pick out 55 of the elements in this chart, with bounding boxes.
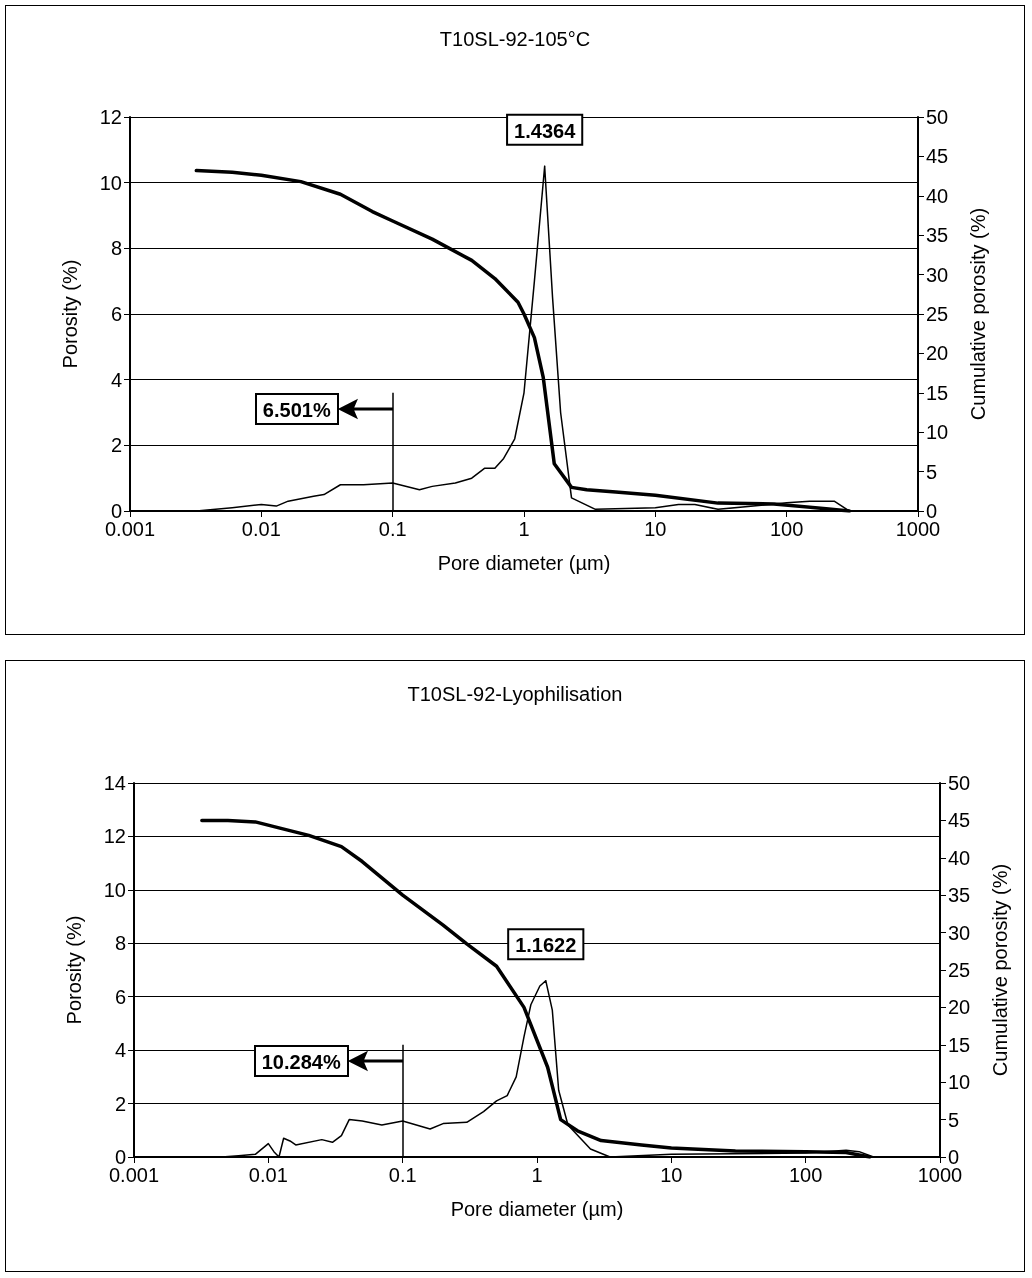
x-tick-label: 0.01 (248, 1164, 288, 1186)
x-tick-label: 100 (788, 1164, 823, 1186)
y-tick-label: 10 (103, 878, 126, 901)
x-axis-title: Pore diameter (µm) (437, 552, 611, 574)
y2-tick-label: 15 (926, 381, 949, 404)
y2-tick-label: 35 (926, 224, 949, 247)
y-tick-label: 12 (99, 106, 122, 128)
y-tick-label: 4 (114, 1039, 126, 1062)
y2-tick-label: 35 (948, 884, 971, 907)
y2-tick-label: 25 (926, 303, 949, 325)
y-axis-title: Porosity (%) (59, 259, 81, 369)
x-tick-label: 100 (769, 518, 804, 540)
x-tick-label: 0.1 (388, 1164, 417, 1186)
y2-tick-label: 50 (926, 106, 949, 128)
x-tick-label: 1 (518, 518, 530, 540)
y-axis-title: Porosity (%) (63, 915, 85, 1025)
x-tick-label: 0.01 (241, 518, 281, 540)
annotation: 6.501% (254, 392, 339, 425)
y-tick-label: 14 (103, 772, 126, 794)
y-tick-label: 4 (110, 368, 122, 391)
x-axis-title: Pore diameter (µm) (450, 1198, 624, 1220)
y2-tick-label: 10 (948, 1071, 971, 1094)
y2-tick-label: 20 (926, 342, 949, 365)
y-tick-label: 10 (99, 171, 122, 194)
y-tick-label: 12 (103, 825, 126, 848)
y-tick-label: 6 (110, 303, 122, 325)
y2-tick-label: 5 (948, 1108, 960, 1131)
y2-tick-label: 30 (948, 921, 971, 944)
y-tick-label: 2 (114, 1092, 126, 1115)
x-tick-label: 0.1 (378, 518, 407, 540)
y2-tick-label: 25 (948, 959, 971, 981)
annotation: 10.284% (253, 1044, 349, 1077)
x-tick-label: 10 (644, 518, 667, 540)
y-tick-label: 2 (110, 434, 122, 457)
y2-tick-label: 40 (948, 846, 971, 869)
y2-tick-label: 15 (948, 1033, 971, 1056)
y2-tick-label: 50 (948, 772, 971, 794)
y2-tick-label: 5 (926, 460, 938, 483)
y2-axis-title: Cumulative porosity (%) (967, 207, 989, 421)
x-tick-label: 1 (531, 1164, 543, 1186)
y2-tick-label: 45 (948, 809, 971, 832)
chart-title: T10SL-92-Lyophilisation (407, 683, 623, 705)
y-tick-label: 6 (114, 985, 126, 1008)
y-tick-label: 8 (110, 237, 122, 260)
y2-tick-label: 10 (926, 421, 949, 444)
y2-tick-label: 45 (926, 145, 949, 168)
y2-axis-title: Cumulative porosity (%) (989, 863, 1011, 1077)
y-tick-label: 8 (114, 932, 126, 955)
annotation: 1.1622 (515, 934, 577, 957)
annotation: 1.4364 (514, 119, 577, 142)
chart-title: T10SL-92-105°C (439, 28, 591, 50)
y2-tick-label: 40 (926, 184, 949, 207)
y2-tick-label: 30 (926, 263, 949, 286)
y2-tick-label: 20 (948, 996, 971, 1019)
x-tick-label: 10 (660, 1164, 683, 1186)
